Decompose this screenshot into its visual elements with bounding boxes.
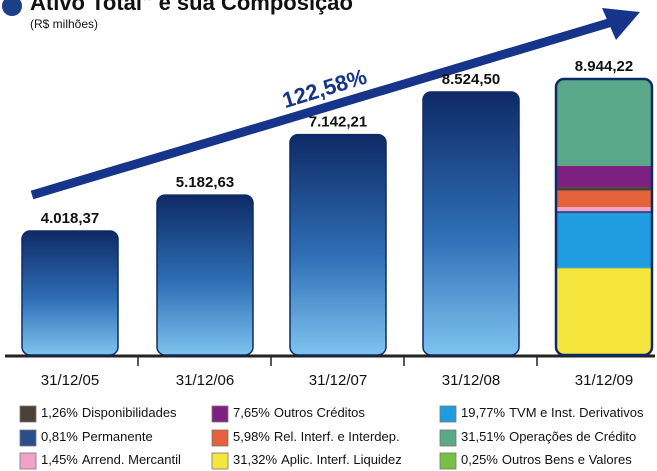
legend-label: 0,81% Permanente <box>41 429 153 444</box>
legend-name: Rel. Interf. e Interdep. <box>274 429 400 444</box>
legend-label: 7,65% Outros Créditos <box>233 405 365 420</box>
x-tick-label: 31/12/06 <box>176 372 234 389</box>
chart-title: Ativo Total" e sua Composição <box>30 0 353 15</box>
bar <box>554 77 654 357</box>
legend-label: 1,26% Disponibilidades <box>41 405 177 420</box>
bar <box>289 133 387 356</box>
stack-segment <box>556 190 652 208</box>
x-tick-label: 31/12/08 <box>442 372 500 389</box>
legend-percent: 31,32% <box>233 452 278 467</box>
legend-percent: 7,65% <box>233 405 270 420</box>
value-label: 4.018,37 <box>41 210 99 227</box>
legend-label: 31,51% Operações de Crédito <box>461 429 636 444</box>
legend-percent: 31,51% <box>461 429 506 444</box>
legend-percent: 0,81% <box>41 429 78 444</box>
stack-segment <box>556 268 652 355</box>
subtitle: (R$ milhões) <box>30 17 98 31</box>
growth-arrow <box>30 17 614 200</box>
x-tick-label: 31/12/09 <box>575 372 633 389</box>
legend-label: 0,25% Outros Bens e Valores <box>461 452 632 467</box>
legend-name: Disponibilidades <box>82 405 177 420</box>
x-tick-label: 31/12/05 <box>41 372 99 389</box>
legend-swatch <box>439 405 457 423</box>
value-label: 5.182,63 <box>176 174 234 191</box>
legend-swatch <box>19 452 37 470</box>
value-label: 8.524,50 <box>442 71 500 88</box>
stack-segment <box>556 211 652 214</box>
legend-swatch <box>19 429 37 447</box>
legend-name: Operações de Crédito <box>509 429 636 444</box>
x-tick-label: 31/12/07 <box>309 372 367 389</box>
stack-segment <box>556 267 652 269</box>
legend-name: Permanente <box>82 429 153 444</box>
legend-name: Outros Bens e Valores <box>502 452 632 467</box>
legend-name: Arrend. Mercantil <box>82 452 181 467</box>
legend-name: TVM e Inst. Derivativos <box>509 405 644 420</box>
legend-label: 5,98% Rel. Interf. e Interdep. <box>233 429 400 444</box>
legend-swatch <box>439 452 457 470</box>
legend-swatch <box>19 405 37 423</box>
legend-name: Aplic. Interf. Liquidez <box>281 452 402 467</box>
stack-segment <box>556 207 652 212</box>
title-icon <box>2 0 22 16</box>
value-label: 7.142,21 <box>309 114 367 131</box>
stack-segment <box>556 165 652 188</box>
legend-swatch <box>439 429 457 447</box>
legend-percent: 19,77% <box>461 405 506 420</box>
bar <box>21 230 119 356</box>
legend-percent: 0,25% <box>461 452 498 467</box>
legend-swatch <box>211 405 229 423</box>
legend-percent: 1,26% <box>41 405 78 420</box>
legend-label: 1,45% Arrend. Mercantil <box>41 452 181 467</box>
legend-label: 19,77% TVM e Inst. Derivativos <box>461 405 644 420</box>
legend-name: Outros Créditos <box>274 405 366 420</box>
arrow-head <box>602 8 640 40</box>
bar <box>422 91 520 356</box>
stack <box>556 79 652 355</box>
value-label: 8.944,22 <box>575 58 633 75</box>
legend-swatch <box>211 452 229 470</box>
stack-segment <box>556 187 652 191</box>
legend-label: 31,32% Aplic. Interf. Liquidez <box>233 452 402 467</box>
stack-segment <box>556 213 652 268</box>
stack-segment <box>556 79 652 166</box>
legend-percent: 5,98% <box>233 429 270 444</box>
legend-swatch <box>211 429 229 447</box>
bar <box>156 194 254 356</box>
legend-percent: 1,45% <box>41 452 78 467</box>
